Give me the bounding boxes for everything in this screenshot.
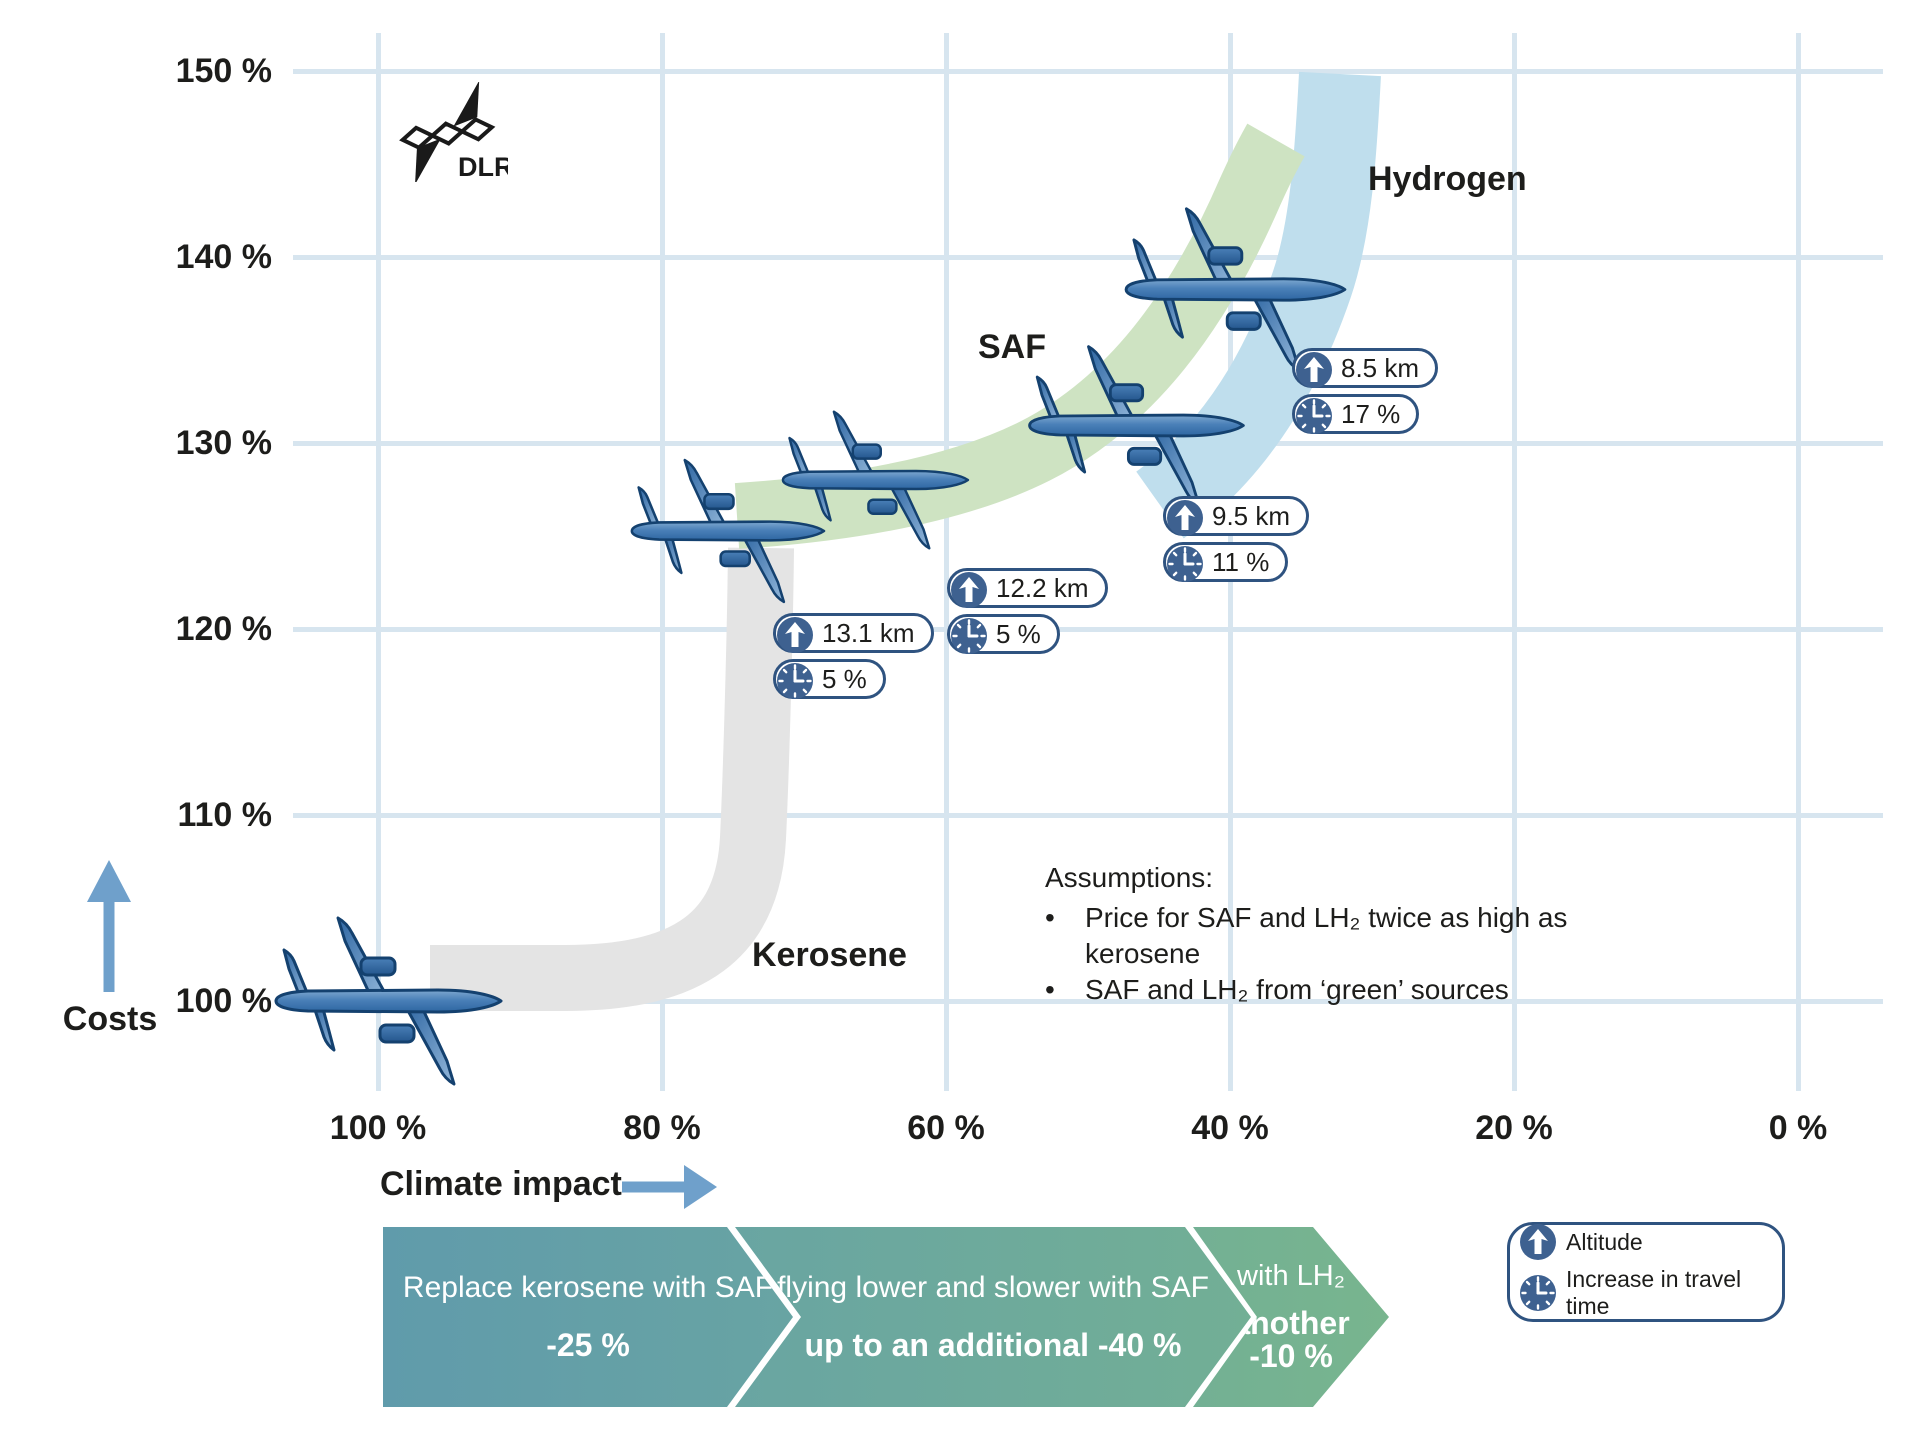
banner-value: up to an additional -40 % [804,1326,1182,1363]
assumptions-heading: Assumptions: [1045,862,1214,893]
assumption-text: SAF and LH₂ from ‘green’ sources [1085,974,1509,1005]
legend-box: Altitude Increase in travel time [1507,1222,1785,1322]
y-tick-150: 150 % [175,52,272,90]
gridline-horizontal [293,813,1883,818]
x-tick-0: 0 % [1768,1109,1828,1147]
altitude-arrow-icon [1520,1224,1556,1260]
altitude-badge-hydrogen: 8.5 km [1292,348,1439,388]
clock-icon [1520,1275,1556,1311]
clock-icon [1167,546,1203,582]
x-axis-title: Climate impact [380,1165,622,1203]
travel-time-badge-saf-3: 11 % [1163,542,1289,582]
bullet-glyph: • [1045,902,1055,933]
travel-time-value: 5 % [822,663,867,694]
travel-time-badge-saf-1: 5 % [773,659,886,699]
y-tick-120: 120 % [175,610,272,648]
banner-segment-fly-lower-slower: flying lower and slower with SAF up to a… [735,1227,1251,1407]
altitude-value: 12.2 km [996,572,1089,603]
banner-value: -10 % [1249,1337,1333,1374]
clock-icon [777,663,813,699]
altitude-value: 8.5 km [1341,352,1420,383]
gridline-vertical [1512,33,1517,1091]
banner-text: Replace kerosene with SAF [402,1270,774,1304]
legend-travel-time-label: Increase in travel time [1566,1266,1742,1319]
banner-segment-saf-replace: Replace kerosene with SAF -25 % [383,1227,793,1407]
assumptions-block: Assumptions: • Price for SAF and LH₂ twi… [1045,860,1685,1008]
hydrogen-label: Hydrogen [1368,160,1527,198]
altitude-arrow-icon [1167,500,1203,536]
gridline-vertical [944,33,949,1091]
altitude-badge-saf-2: 12.2 km [947,568,1108,608]
banner-text: with LH₂ [1237,1259,1345,1292]
costs-axis-arrow-icon [87,860,131,992]
y-tick-110: 110 % [177,796,272,834]
x-tick-100: 100 % [329,1109,427,1147]
bullet-glyph: • [1045,974,1055,1005]
travel-time-value: 11 % [1212,546,1270,577]
altitude-arrow-icon [951,572,987,608]
travel-time-badge-hydrogen: 17 % [1292,394,1420,434]
kerosene-plane-icon [268,911,508,1091]
gridline-vertical [1796,33,1801,1091]
banner-text: flying lower and slower with SAF [777,1270,1209,1304]
travel-time-value: 17 % [1341,398,1401,429]
altitude-value: 13.1 km [822,617,915,648]
altitude-badge-saf-1: 13.1 km [773,613,934,653]
banner-value: -25 % [546,1326,630,1363]
legend-altitude-label: Altitude [1566,1228,1643,1255]
kerosene-label: Kerosene [752,936,907,974]
y-tick-100: 100 % [175,982,272,1020]
saf-label: SAF [978,328,1046,366]
gridline-horizontal [293,999,1883,1004]
legend-row-travel-time: Increase in travel time [1520,1266,1772,1320]
assumption-text: Price for SAF and LH₂ twice as high as k… [1085,902,1568,969]
saf-plane-2-icon [776,406,974,554]
dlr-logo: DLR [399,82,508,182]
clock-icon [1296,398,1332,434]
climate-impact-arrow-icon [622,1165,717,1209]
y-tick-130: 130 % [175,424,272,462]
gridline-horizontal [293,69,1883,74]
assumption-item: • Price for SAF and LH₂ twice as high as… [1045,900,1685,972]
y-axis-title: Costs [62,1000,158,1038]
clock-icon [951,618,987,654]
x-tick-80: 80 % [623,1109,701,1147]
travel-time-badge-saf-2: 5 % [947,614,1060,654]
altitude-arrow-icon [1296,352,1332,388]
legend-row-altitude: Altitude [1520,1224,1772,1260]
dlr-logo-text: DLR [458,152,508,182]
travel-time-value: 5 % [996,618,1041,649]
altitude-arrow-icon [777,617,813,653]
banner-value: another [1232,1304,1350,1341]
x-tick-60: 60 % [907,1109,985,1147]
altitude-value: 9.5 km [1212,500,1291,531]
gridline-horizontal [293,627,1883,632]
altitude-badge-saf-3: 9.5 km [1163,496,1310,536]
y-tick-140: 140 % [175,238,272,276]
gridline-horizontal [293,255,1883,260]
assumption-item: • SAF and LH₂ from ‘green’ sources [1045,972,1685,1008]
x-tick-40: 40 % [1191,1109,1269,1147]
x-tick-20: 20 % [1475,1109,1553,1147]
gridline-vertical [376,33,381,1091]
